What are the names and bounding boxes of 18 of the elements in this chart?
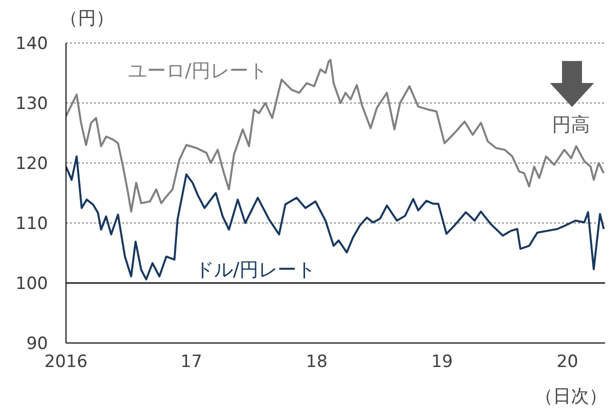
x-tick-label: 18 [306, 352, 328, 372]
x-tick-label: 2016 [44, 352, 88, 372]
annotation: 円高 [552, 113, 590, 138]
x-tick-label: 20 [556, 352, 578, 372]
line-series [66, 58, 605, 213]
y-tick-label: 90 [26, 334, 48, 354]
y-tick-label: 130 [16, 94, 48, 114]
x-tick-label: 17 [180, 352, 202, 372]
y-tick-label: 100 [16, 274, 48, 294]
series-label: ユーロ/円レート [128, 59, 268, 84]
y-tick-label: 110 [16, 214, 48, 234]
y-axis-title: （円） [60, 7, 114, 30]
x-tick-label: 19 [431, 352, 453, 372]
y-tick-label: 140 [16, 34, 48, 54]
x-axis-title: （日次） [535, 385, 607, 408]
line-series [66, 155, 605, 280]
series-label: ドル/円レート [195, 258, 316, 283]
y-tick-label: 120 [16, 154, 48, 174]
